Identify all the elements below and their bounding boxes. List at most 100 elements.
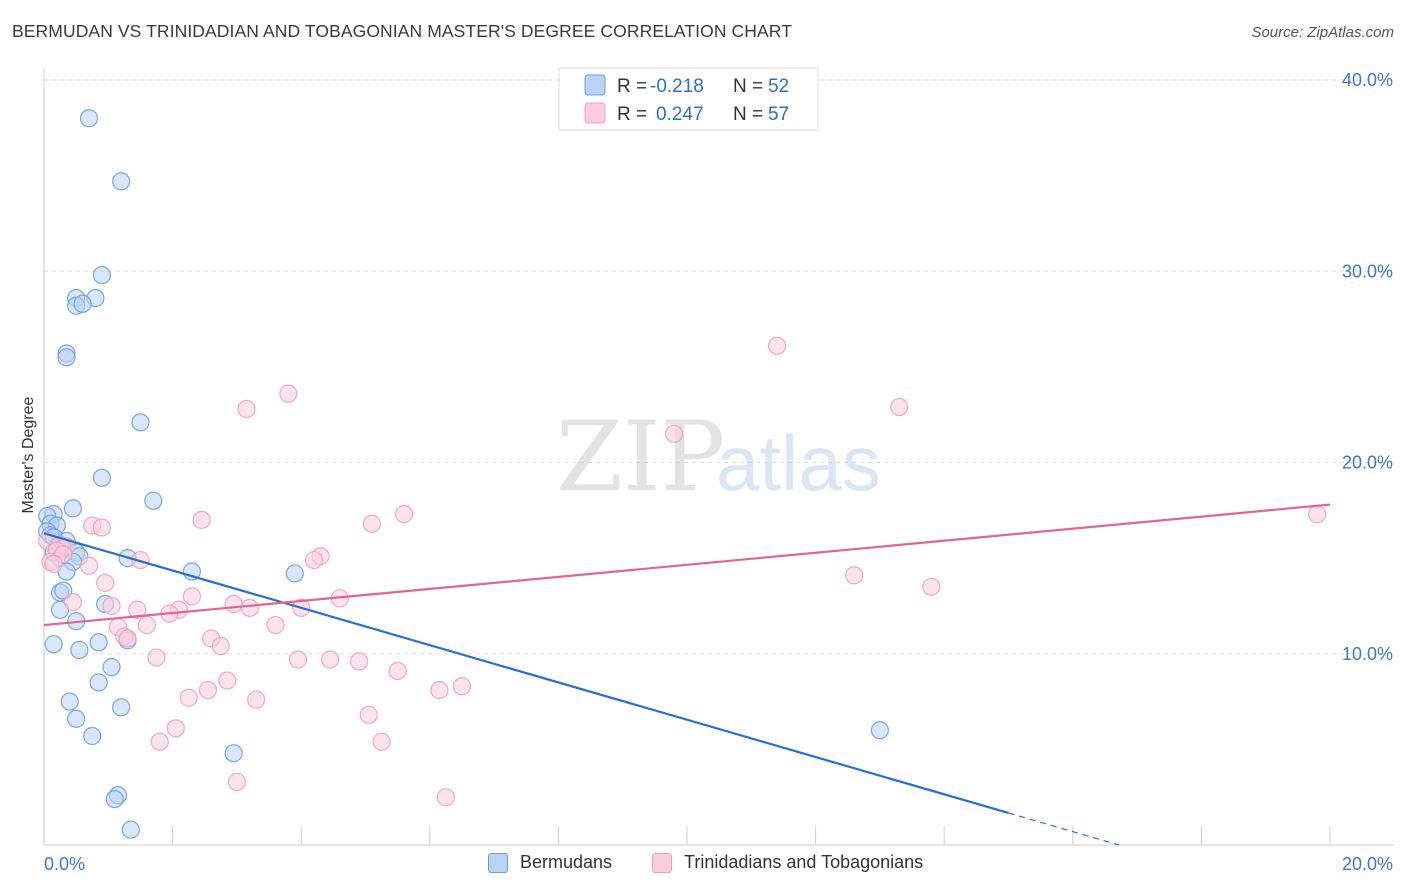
legend-r-value: 0.247 [656, 104, 704, 125]
trinidadian-trend-line [43, 503, 1331, 627]
trinidadian-point [102, 596, 121, 616]
bermudan-point [870, 721, 890, 740]
x-tick-labels: 0.0% 20.0% [44, 854, 1393, 874]
trinidadian-point [44, 554, 63, 573]
bermudan-point [57, 348, 76, 367]
trinidadian-point [304, 550, 324, 570]
bermudan-point [63, 499, 83, 518]
legend-label-bermudans: Bermudans [520, 852, 613, 872]
x-tick-label: 20.0% [1342, 854, 1393, 874]
bermudan-point [73, 294, 92, 313]
trinidadian-point [218, 671, 237, 690]
trinidadian-point [128, 600, 147, 619]
legend-n-value: 57 [768, 104, 789, 125]
y-tick-label: 40.0% [1342, 70, 1393, 90]
chart-title: BERMUDAN VS TRINIDADIAN AND TOBAGONIAN M… [12, 21, 793, 41]
legend-swatch-bermudans [584, 74, 606, 96]
bermudan-point [102, 658, 121, 677]
legend-r-label: R = [617, 76, 647, 97]
bermudan-point [121, 820, 140, 839]
legend-label-trinidadians: Trinidadians and Tobagonians [684, 852, 924, 872]
trinidadian-point [288, 650, 308, 669]
trinidadian-point [240, 598, 259, 617]
trinidadian-point [118, 629, 137, 648]
watermark-zip: ZIP [556, 401, 725, 513]
watermark: ZIP atlas [556, 401, 881, 513]
legend-n-label: N = [733, 104, 763, 125]
bermudan-point [89, 673, 108, 692]
trinidadian-point [192, 510, 211, 529]
bermudan-point [70, 640, 89, 660]
trinidadian-point [767, 336, 787, 355]
grid-lines [44, 79, 1394, 655]
y-axis-label: Master's Degree [20, 396, 37, 513]
bermudan-point [89, 633, 108, 652]
trinidadian-point [321, 650, 340, 669]
legend-row-trinidadians: R = 0.247 N = 57 [584, 102, 789, 125]
trinidadian-point [95, 573, 115, 593]
bermudan-point [67, 709, 86, 728]
y-tick-label: 20.0% [1342, 453, 1393, 473]
trinidadian-point [372, 732, 391, 751]
trinidadian-point [1308, 505, 1327, 524]
trinidadian-point [198, 680, 218, 700]
legend-item-trinidadians: Trinidadians and Tobagonians [652, 852, 923, 873]
trinidadian-point [182, 587, 201, 606]
bermudan-point [131, 413, 150, 432]
bermudan-point [79, 109, 99, 128]
trinidadian-point [237, 399, 256, 419]
x-tick-label: 0.0% [44, 854, 85, 874]
trinidadian-point [890, 397, 909, 417]
trinidadian-point [452, 677, 472, 696]
bermudan-point [44, 635, 63, 654]
trinidadian-point [247, 690, 266, 709]
bermudan-point [224, 744, 243, 763]
bermudan-point [92, 265, 111, 285]
bermudan-point [112, 698, 131, 717]
bermudan-point [92, 468, 111, 487]
trinidadian-point [362, 514, 382, 533]
legend-row-bermudans: R = -0.218 N = 52 [584, 74, 789, 97]
stats-legend: R = -0.218 N = 52 R = 0.247 N = 57 [558, 67, 819, 131]
trinidadian-point [388, 661, 407, 681]
bermudan-trend-extension [1008, 812, 1120, 846]
trinidadian-point [394, 505, 414, 524]
trinidadian-point [92, 518, 111, 537]
legend-r-label: R = [617, 104, 647, 125]
trinidadian-point [147, 648, 166, 667]
bermudan-point [83, 726, 102, 746]
trinidadian-point [211, 636, 230, 656]
trinidadian-point [266, 615, 285, 635]
trinidadian-point [224, 594, 243, 614]
legend-n-value: 52 [768, 76, 789, 97]
bermudan-trend-line [43, 532, 1009, 815]
trend-lines [43, 503, 1331, 846]
legend-swatch-trinidadians [652, 852, 672, 873]
axes [43, 68, 1394, 846]
bermudan-point [144, 491, 163, 510]
y-tick-label: 30.0% [1342, 261, 1393, 281]
trinidadian-point [436, 788, 455, 807]
y-tick-labels: 10.0% 20.0% 30.0% 40.0% [1342, 70, 1393, 664]
watermark-atlas: atlas [716, 419, 881, 507]
trinidadian-point [63, 593, 83, 612]
trinidadian-point [430, 680, 449, 700]
legend-r-value: -0.218 [650, 76, 704, 97]
trinidadian-point [227, 772, 246, 791]
trinidadian-point [279, 384, 298, 403]
y-tick-label: 10.0% [1342, 644, 1393, 664]
bermudan-point [112, 172, 131, 191]
legend-n-label: N = [733, 76, 763, 97]
trinidadian-point [179, 688, 198, 707]
legend-swatch-bermudans [488, 852, 508, 873]
legend-item-bermudans: Bermudans [488, 852, 612, 873]
trinidadian-point [137, 615, 156, 635]
bermudan-point [285, 564, 304, 583]
trinidadian-point [359, 705, 378, 725]
trinidadian-point [922, 577, 941, 596]
trinidadian-point [845, 566, 864, 585]
bermudan-point [60, 692, 79, 711]
trinidadian-point [150, 732, 169, 751]
trinidadian-point [166, 719, 185, 738]
